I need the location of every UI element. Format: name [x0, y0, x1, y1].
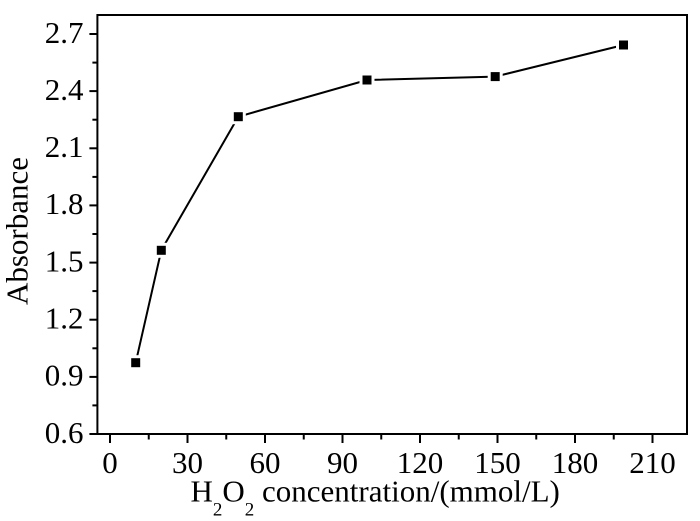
- svg-text:0.9: 0.9: [45, 358, 84, 393]
- svg-text:0: 0: [102, 445, 118, 480]
- svg-text:2.4: 2.4: [45, 72, 84, 107]
- svg-text:180: 180: [552, 445, 599, 480]
- svg-text:210: 210: [629, 445, 676, 480]
- svg-text:30: 30: [172, 445, 203, 480]
- svg-text:1.5: 1.5: [45, 243, 84, 278]
- svg-text:1.2: 1.2: [45, 301, 84, 336]
- svg-text:150: 150: [474, 445, 521, 480]
- svg-text:2.1: 2.1: [45, 129, 84, 164]
- svg-text:1.8: 1.8: [45, 186, 84, 221]
- svg-text:Absorbance: Absorbance: [0, 157, 35, 305]
- svg-text:2.7: 2.7: [45, 15, 84, 50]
- svg-text:0.6: 0.6: [45, 415, 84, 450]
- svg-text:120: 120: [397, 445, 444, 480]
- svg-text:90: 90: [327, 445, 358, 480]
- svg-text:60: 60: [250, 445, 281, 480]
